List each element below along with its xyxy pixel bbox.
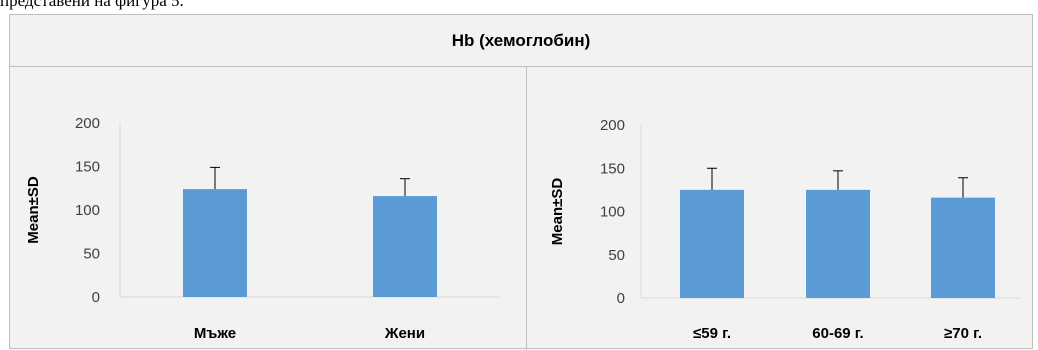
bar bbox=[373, 196, 437, 297]
category-label: Жени bbox=[384, 325, 425, 342]
y-tick-label: 100 bbox=[75, 202, 100, 219]
y-tick-label: 0 bbox=[617, 290, 625, 307]
panel-divider bbox=[526, 67, 527, 350]
y-tick-label: 150 bbox=[75, 159, 100, 176]
y-tick-label: 50 bbox=[608, 247, 625, 264]
y-axis-label: Mean±SD bbox=[549, 178, 566, 246]
header-text: представени на фигура 5. bbox=[0, 0, 184, 10]
y-tick-label: 100 bbox=[600, 204, 625, 221]
y-tick-label: 150 bbox=[600, 160, 625, 177]
category-label: ≥70 г. bbox=[944, 325, 982, 342]
category-label: Мъже bbox=[194, 325, 236, 342]
y-tick-label: 50 bbox=[83, 246, 100, 263]
y-tick-label: 200 bbox=[75, 115, 100, 132]
y-axis-label: Mean±SD bbox=[25, 176, 42, 244]
y-tick-label: 200 bbox=[600, 117, 625, 134]
bar bbox=[806, 189, 870, 298]
bar bbox=[931, 197, 995, 298]
category-label: ≤59 г. bbox=[693, 325, 731, 342]
category-label: 60-69 г. bbox=[812, 325, 863, 342]
figure-title: Hb (хемоглобин) bbox=[451, 30, 591, 50]
y-tick-label: 0 bbox=[92, 289, 100, 306]
bar bbox=[183, 189, 247, 297]
figure-title-bar: Hb (хемоглобин) bbox=[10, 15, 1032, 67]
bar bbox=[680, 189, 744, 298]
charts-canvas: 0 50 100 150 200 Mean±SD Мъже Жени 0 50 100 150 200 M… bbox=[25, 115, 1020, 342]
figure-panel: Hb (хемоглобин) 0 50 100 150 200 Mean±SD Мъже Ж… bbox=[9, 14, 1033, 350]
